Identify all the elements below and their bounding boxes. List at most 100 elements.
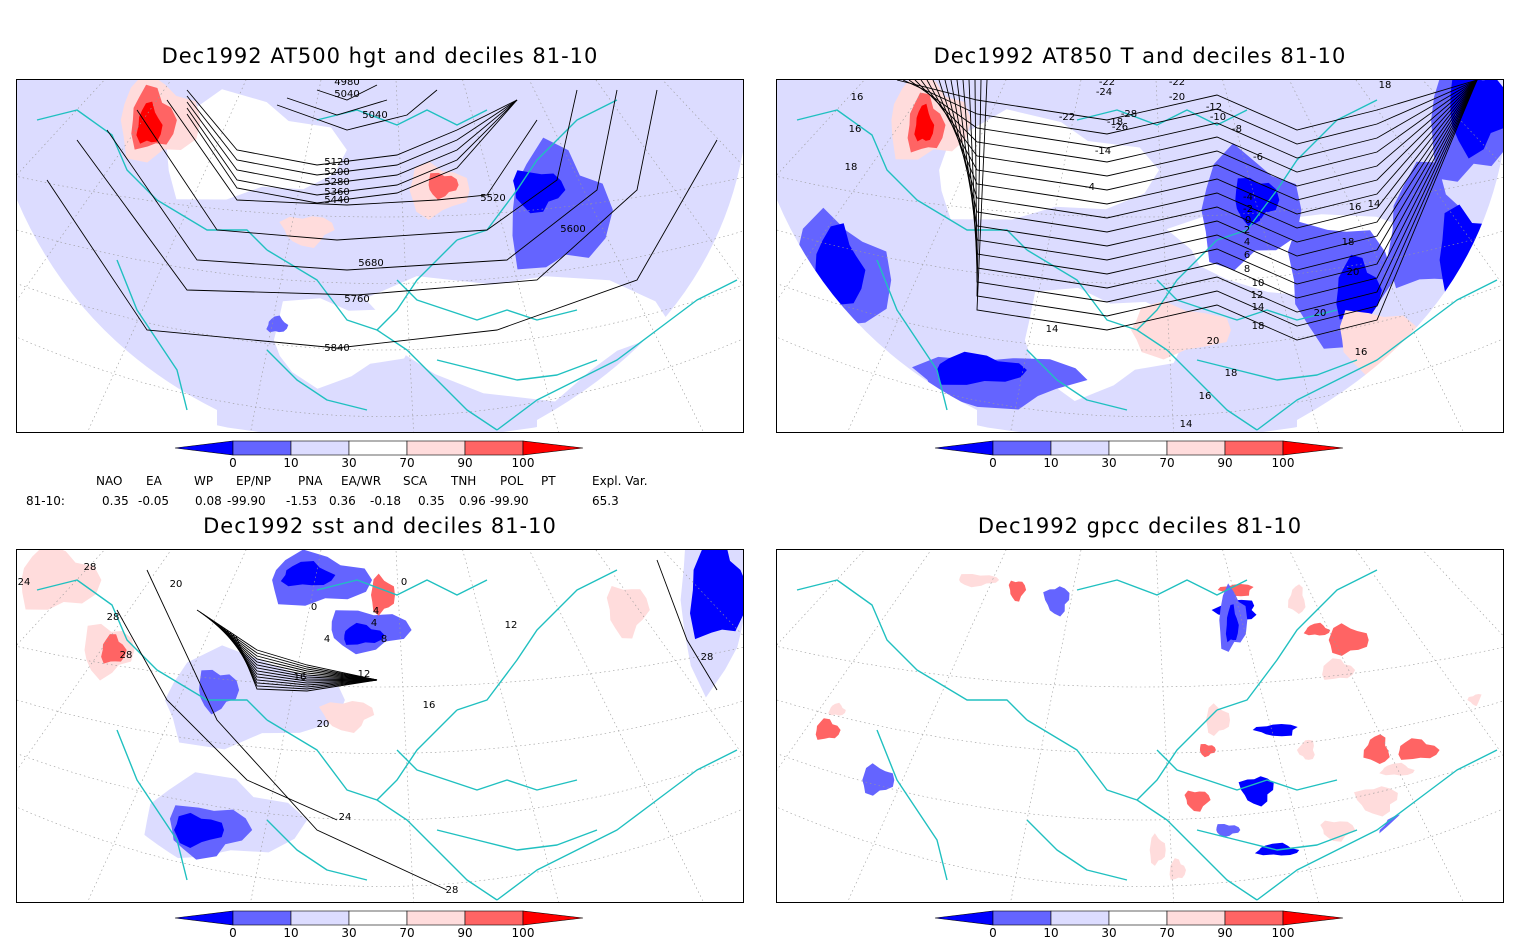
colorbar-tick-label: 0: [229, 926, 237, 940]
index-header: EP/NP: [236, 474, 272, 488]
colorbar-segment: [290, 440, 350, 456]
map-outside-right: [1297, 621, 1503, 902]
contour-line: [106, 89, 618, 271]
decile-shading: [914, 103, 935, 142]
contour-label: 2: [1244, 225, 1250, 236]
contour-line: [186, 99, 518, 204]
gpcc-decile-cell: [1008, 580, 1027, 602]
index-header: NAO: [96, 474, 123, 488]
colorbar-t850: 0 10 30 70 90 100: [934, 440, 1355, 480]
contour-label: 4: [371, 618, 377, 629]
contour-label: -22: [1059, 112, 1075, 123]
colorbar-segment: [1166, 440, 1226, 456]
contour-line: [944, 80, 1478, 243]
gpcc-decile-cell: [1320, 820, 1356, 842]
index-header: PNA: [298, 474, 323, 488]
decile-shading: [936, 351, 1027, 385]
coastline: [456, 569, 618, 711]
contour-line: [656, 559, 718, 691]
colorbar-tick-label: 0: [989, 456, 997, 470]
graticule: [17, 80, 743, 432]
gpcc-decile-cell: [1043, 586, 1070, 617]
gpcc-decile-cell: [1149, 833, 1166, 866]
colorbar-tick-label: 100: [511, 456, 535, 470]
colorbar-svg: [934, 440, 1344, 456]
index-value: -99.90: [227, 494, 266, 508]
contour-label: 5440: [324, 195, 349, 206]
contour-line: [136, 89, 578, 241]
contour-label: -20: [1169, 92, 1185, 103]
index-header: POL: [500, 474, 524, 488]
colorbar-segment: [232, 440, 292, 456]
coastline: [1076, 109, 1248, 126]
panel-title-t850: Dec1992 AT850 T and deciles 81-10: [933, 44, 1347, 68]
colorbar-tick-label: 70: [399, 926, 415, 940]
contour-label: 18: [845, 162, 858, 173]
colorbar-arrow-low: [934, 910, 994, 926]
gpcc-decile-cell: [1254, 842, 1300, 856]
colorbar-svg: [934, 910, 1344, 926]
coastline: [1076, 579, 1248, 596]
contour-label: 12: [505, 620, 518, 631]
contour-label: 5280: [324, 177, 349, 188]
colorbar-segment: [348, 910, 408, 926]
decile-shading: [101, 634, 127, 664]
map-outside-left: [777, 200, 977, 432]
panel-title-sst: Dec1992 sst and deciles 81-10: [203, 514, 557, 538]
contour-label: 18: [1379, 80, 1392, 91]
index-value: -1.53: [286, 494, 318, 508]
decile-shading: [939, 109, 1160, 220]
contour-label: 20: [1314, 308, 1327, 319]
contour-label: 18: [1342, 237, 1355, 248]
colorbar-tick-label: 90: [457, 456, 473, 470]
coastline: [1136, 799, 1258, 901]
contour-label: 5520: [480, 193, 505, 204]
contour-label: 5600: [560, 224, 585, 235]
coastline: [266, 349, 368, 411]
colorbar-arrow-low: [174, 440, 234, 456]
contour-line: [950, 80, 1478, 257]
contour-label: 20: [1207, 336, 1220, 347]
colorbar-tick-label: 100: [1271, 456, 1295, 470]
contour-label: 16: [1355, 347, 1368, 358]
coastline: [376, 329, 498, 431]
decile-shading: [1235, 177, 1280, 227]
coastlines: [36, 99, 738, 431]
coastline: [1256, 749, 1498, 901]
coastline: [266, 709, 458, 801]
contour-label: 6: [1244, 250, 1250, 261]
colorbar-arrow-high: [522, 910, 584, 926]
colorbar-segment: [992, 440, 1052, 456]
map-hgt: 4980 5040 5040 5120 5200 5280 5360 5440 5520 5600…: [16, 79, 744, 433]
coastline: [376, 799, 498, 901]
colorbar-sst: 0 10 30 70 90 100: [174, 910, 595, 950]
decile-shading: [690, 550, 743, 640]
index-value: 0.36: [329, 494, 356, 508]
contour-line: [166, 99, 538, 206]
colorbar-segment: [1224, 440, 1284, 456]
map-outside-left: [17, 200, 217, 432]
decile-shading: [1225, 604, 1239, 643]
decile-shading: [428, 172, 459, 200]
contour-line: [276, 89, 438, 131]
colorbar-segment: [1108, 910, 1168, 926]
decile-shading: [364, 276, 674, 402]
colorbar-gpcc: 0 10 30 70 90 100: [934, 910, 1355, 950]
gpcc-decile-cell: [1199, 744, 1216, 758]
index-header: SCA: [403, 474, 428, 488]
contour-label: 5040: [362, 110, 387, 121]
coastline: [396, 749, 578, 791]
index-value: 0.35: [102, 494, 129, 508]
contour-line: [46, 139, 718, 349]
decile-shading: [1339, 310, 1423, 376]
panel-title-hgt: Dec1992 AT500 hgt and deciles 81-10: [161, 44, 599, 68]
colorbar-tick-label: 10: [283, 926, 299, 940]
contour-line: [186, 95, 518, 176]
coastlines: [796, 569, 1498, 901]
gpcc-decile-cell: [862, 763, 895, 796]
colorbar-segment: [1224, 910, 1284, 926]
decile-shading: [174, 812, 224, 848]
contour-label: 16: [851, 92, 864, 103]
colorbar-segment: [1108, 440, 1168, 456]
graticule: [777, 80, 1503, 432]
